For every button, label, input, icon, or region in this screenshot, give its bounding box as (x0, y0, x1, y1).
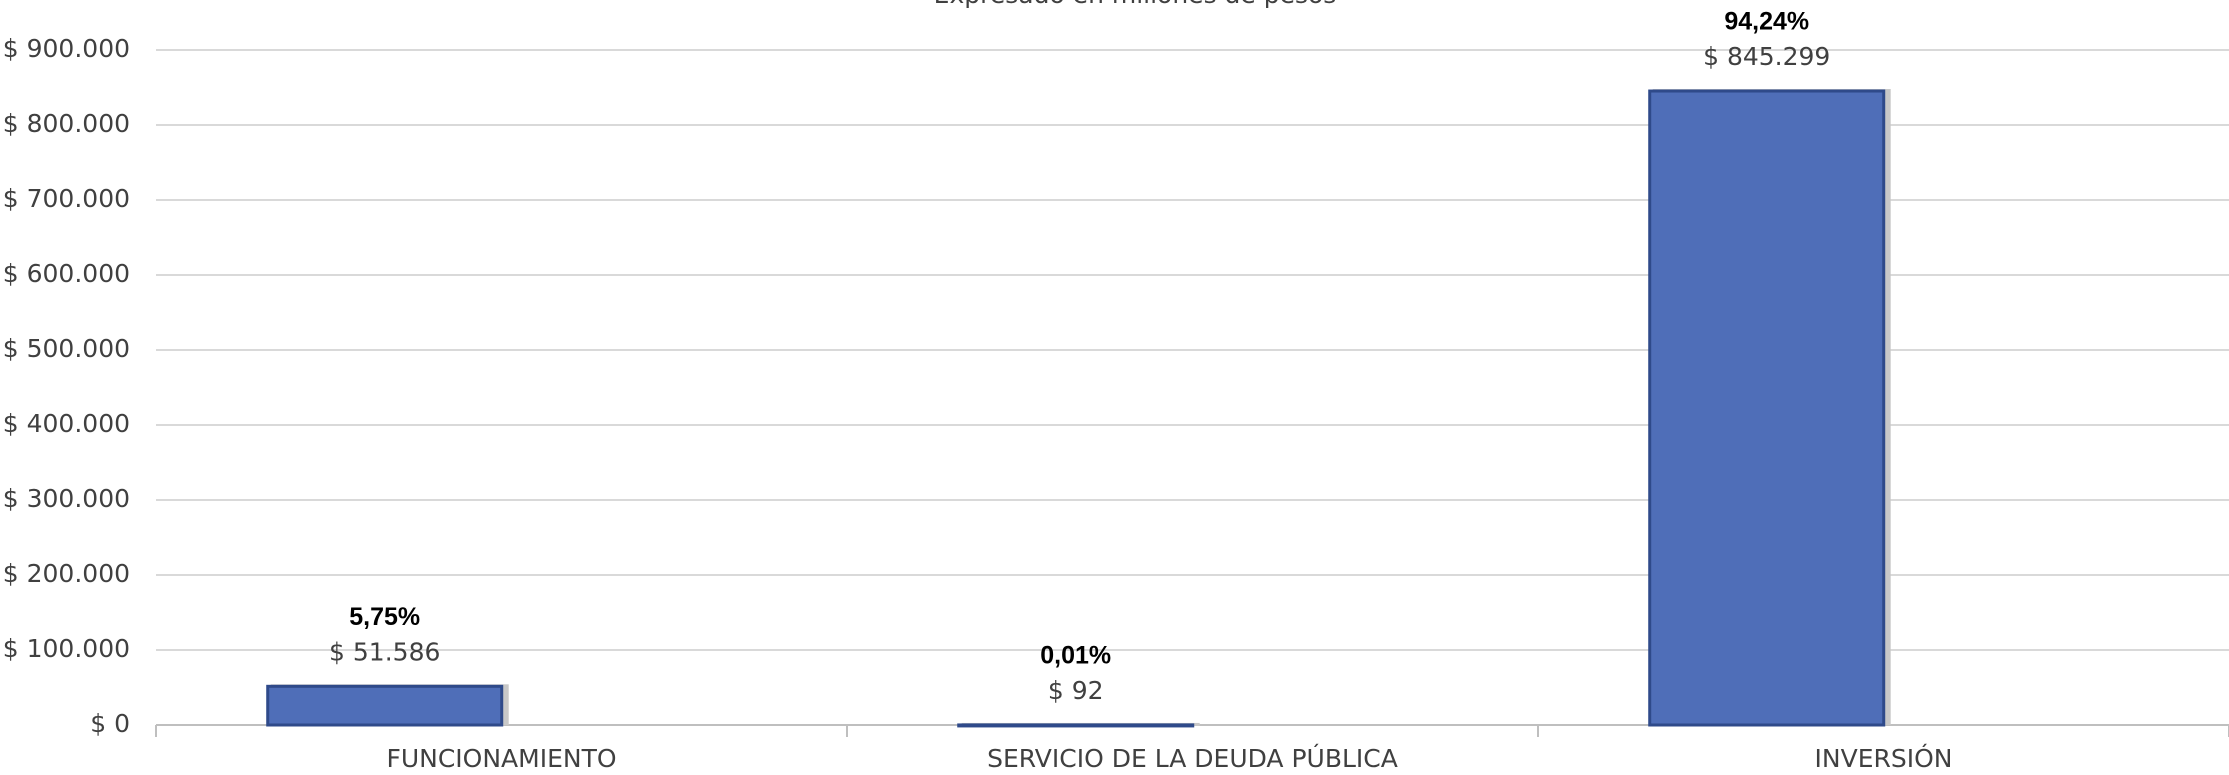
x-tick-label: SERVICIO DE LA DEUDA PÚBLICA (987, 743, 1398, 773)
value-label: $ 51.586 (329, 637, 440, 666)
chart-subtitle: Expresado en millones de pesos (934, 0, 1337, 9)
bar (957, 723, 1195, 728)
share-label: 0,01% (1040, 642, 1111, 670)
value-label: $ 92 (1048, 676, 1104, 705)
share-label: 5,75% (349, 603, 420, 631)
share-label: 94,24% (1724, 8, 1809, 36)
y-tick-label: $ 500.000 (3, 334, 130, 363)
x-tick-label: FUNCIONAMIENTO (386, 744, 616, 773)
y-tick-label: $ 0 (90, 709, 130, 738)
y-tick-label: $ 400.000 (3, 409, 130, 438)
y-tick-label: $ 200.000 (3, 559, 130, 588)
value-label: $ 845.299 (1703, 42, 1830, 71)
y-tick-label: $ 900.000 (3, 34, 130, 63)
x-tick-label: INVERSIÓN (1815, 743, 1953, 773)
y-tick-label: $ 100.000 (3, 634, 130, 663)
bar (266, 684, 504, 727)
y-tick-label: $ 600.000 (3, 259, 130, 288)
y-tick-label: $ 800.000 (3, 109, 130, 138)
bar (1648, 89, 1886, 727)
y-tick-label: $ 700.000 (3, 184, 130, 213)
y-tick-label: $ 300.000 (3, 484, 130, 513)
